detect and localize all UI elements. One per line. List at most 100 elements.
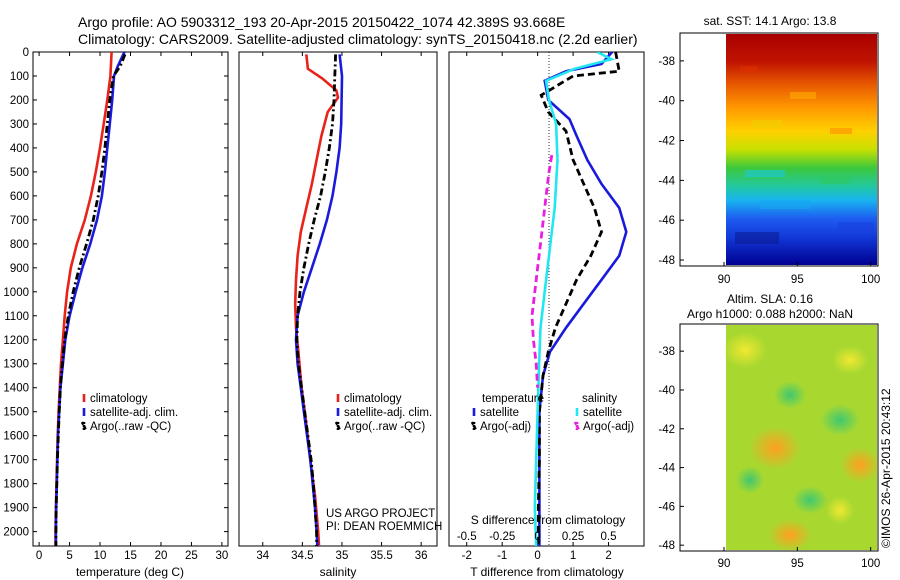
map-y-tick-label: -48	[658, 255, 675, 267]
map-y-tick-label: -38	[658, 346, 675, 358]
x-tick-label: 15	[124, 550, 137, 562]
depth-tick-label: 800	[10, 239, 29, 251]
legend-label: satellite-adj. clim.	[90, 407, 178, 419]
s-tick-label: -0.25	[489, 531, 515, 543]
map-y-tick-label: -40	[658, 96, 675, 108]
sst-map-title: sat. SST: 14.1 Argo: 13.8	[704, 14, 837, 28]
depth-axis: 0 100 200 300 400 500 600 700 800 900 1000 1100 1200…	[3, 47, 644, 539]
depth-tick-label: 900	[10, 263, 29, 275]
series-line	[530, 154, 554, 388]
sla-map-texture	[723, 332, 880, 551]
credits-pi: PI: DEAN ROEMMICH	[326, 521, 442, 533]
series-line	[533, 52, 616, 546]
difference-profile-lines	[530, 52, 628, 546]
depth-tick-label: 1700	[3, 455, 29, 467]
depth-tick-label: 0	[23, 47, 29, 59]
legend-group-label: salinity	[582, 393, 617, 405]
x-tick-label: 0	[36, 550, 42, 562]
depth-tick-label: 1600	[3, 431, 29, 443]
temperature-legend: climatology satellite-adj. clim. Argo(..ra…	[80, 393, 178, 433]
x-tick-label: 1	[570, 550, 576, 562]
x-tick-label: 35	[336, 550, 349, 562]
temperature-x-axis: 0 5 10 15 20 25 30	[36, 52, 228, 562]
legend-label: climatology	[344, 393, 402, 405]
difference-x-axis: -2 -1 0 1 2	[462, 52, 612, 562]
map-x-tick-label: 95	[791, 274, 804, 286]
temperature-profile-lines	[54, 52, 127, 546]
s-difference-label: S difference from climatology	[471, 513, 626, 527]
imos-watermark: ©IMOS 26-Apr-2015 20:43:12	[879, 388, 893, 548]
map-y-tick-label: -42	[658, 424, 675, 436]
legend-swatch	[334, 421, 342, 431]
depth-tick-label: 1900	[3, 503, 29, 515]
depth-tick-label: 1400	[3, 383, 29, 395]
depth-tick-label: 600	[10, 191, 29, 203]
map-y-tick-label: -46	[658, 215, 675, 227]
salinity-legend: climatology satellite-adj. clim. Argo(..ra…	[334, 393, 432, 433]
salinity-plot-frame	[238, 51, 438, 547]
figure-title-line1: Argo profile: AO 5903312_193 20-Apr-2015…	[78, 14, 566, 30]
depth-tick-label: 100	[10, 71, 29, 83]
difference-plot-frame	[448, 51, 645, 547]
x-tick-label: -1	[497, 550, 507, 562]
s-difference-axis: -0.5 -0.25 0 0.25 0.5	[457, 531, 617, 543]
legend-label: satellite	[480, 407, 519, 419]
map-y-tick-label: -40	[658, 385, 675, 397]
x-tick-label: -2	[462, 550, 472, 562]
depth-tick-label: 700	[10, 215, 29, 227]
depth-tick-label: 1000	[3, 287, 29, 299]
sst-map-texture	[735, 66, 874, 244]
map-y-tick-label: -44	[658, 463, 675, 475]
map-x-tick-label: 90	[718, 558, 731, 570]
salinity-panel: 34 34.5 35 35.5 36 salinity climatology satel…	[238, 51, 442, 579]
figure-title-line2: Climatology: CARS2009. Satellite-adjuste…	[78, 31, 638, 47]
sst-map-panel: sat. SST: 14.1 Argo: 13.8 90 95 100 -38 -40 -…	[658, 14, 880, 286]
series-line	[54, 53, 127, 546]
temperature-x-label: temperature (deg C)	[76, 565, 184, 579]
map-x-tick-label: 95	[791, 558, 804, 570]
x-tick-label: 20	[155, 550, 168, 562]
map-y-tick-label: -42	[658, 136, 675, 148]
legend-group-label: temperature	[482, 393, 544, 405]
sla-map-panel: Altim. SLA: 0.16 Argo h1000: 0.088 h2000…	[658, 292, 880, 570]
legend-label: climatology	[90, 393, 148, 405]
map-y-tick-label: -38	[658, 56, 675, 68]
map-y-tick-label: -44	[658, 175, 675, 187]
depth-tick-label: 200	[10, 95, 29, 107]
series-line	[295, 54, 337, 546]
x-tick-label: 10	[94, 550, 107, 562]
depth-tick-label: 1300	[3, 359, 29, 371]
x-tick-label: 2	[605, 550, 611, 562]
x-tick-label: 36	[415, 550, 428, 562]
depth-tick-label: 500	[10, 167, 29, 179]
legend-label: satellite	[583, 407, 622, 419]
legend-swatch	[470, 421, 478, 431]
credits-project: US ARGO PROJECT	[326, 508, 435, 520]
t-difference-label: T difference from climatology	[470, 565, 624, 579]
sla-map-axes: 90 95 100 -38 -40 -42 -44 -46 -48	[658, 346, 880, 570]
salinity-profile-lines	[293, 54, 344, 546]
x-tick-label: 25	[185, 550, 198, 562]
depth-tick-label: 1200	[3, 335, 29, 347]
s-tick-label: 0.5	[601, 531, 617, 543]
legend-label: Argo(..raw -QC)	[344, 421, 425, 433]
map-y-tick-label: -48	[658, 540, 675, 552]
legend-label: Argo(..raw -QC)	[90, 421, 171, 433]
depth-tick-label: 2000	[3, 527, 29, 539]
depth-tick-label: 1500	[3, 407, 29, 419]
difference-legend: temperature salinity satellite Argo(-adj) sa…	[470, 393, 634, 433]
x-tick-label: 0	[534, 550, 540, 562]
x-tick-label: 35.5	[370, 550, 392, 562]
legend-label: satellite-adj. clim.	[344, 407, 432, 419]
legend-swatch	[80, 421, 88, 431]
x-tick-label: 5	[66, 550, 72, 562]
legend-swatch	[573, 421, 581, 431]
salinity-x-label: salinity	[320, 565, 357, 579]
depth-tick-label: 1800	[3, 479, 29, 491]
sst-map-axes: 90 95 100 -38 -40 -42 -44 -46 -48	[658, 56, 880, 286]
sla-map-title1: Altim. SLA: 0.16	[727, 292, 813, 306]
map-y-tick-label: -46	[658, 501, 675, 513]
x-tick-label: 34	[256, 550, 269, 562]
x-tick-label: 34.5	[291, 550, 313, 562]
